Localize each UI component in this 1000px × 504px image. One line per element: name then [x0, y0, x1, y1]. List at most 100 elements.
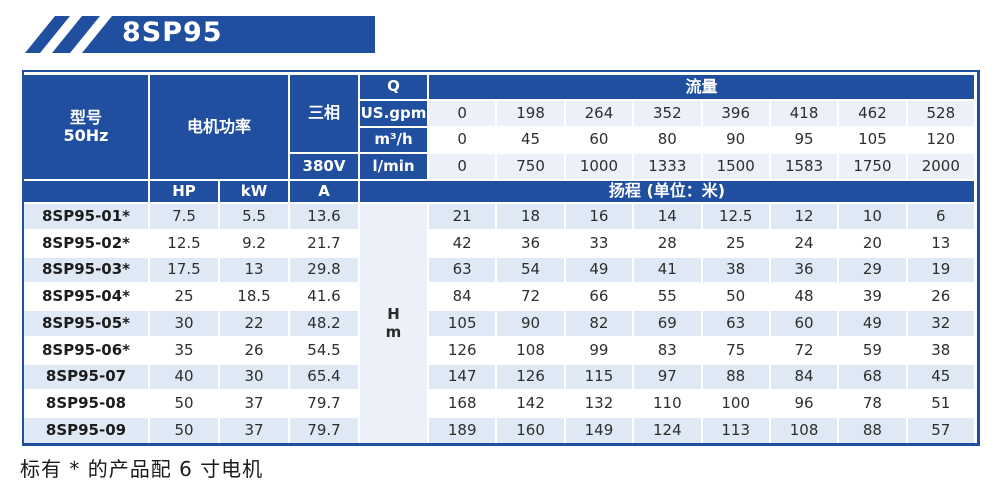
flow-value-cell: 45 [497, 128, 564, 152]
row-model-cell: 8SP95-07 [24, 364, 148, 390]
flow-value-cell: 418 [770, 101, 838, 126]
flow-value-cell: 0 [429, 128, 496, 152]
head-value-cell: 48 [770, 284, 838, 310]
head-value-cell: 82 [565, 311, 633, 336]
head-value-cell: 105 [429, 311, 496, 336]
head-value-cell: 115 [565, 364, 633, 390]
head-value-cell: 57 [907, 418, 974, 443]
head-value-cell: 142 [497, 391, 564, 417]
head-value-cell: 126 [429, 337, 496, 363]
row-model-cell: 8SP95-04* [24, 284, 148, 310]
row-amp-cell: 79.7 [290, 418, 358, 443]
row-kw-cell: 37 [220, 418, 288, 443]
row-kw-cell: 26 [220, 337, 288, 363]
head-value-cell: 72 [770, 337, 838, 363]
flow-value-cell: 198 [497, 101, 564, 126]
row-amp-cell: 41.6 [290, 284, 358, 310]
flow-value-cell: 95 [770, 128, 838, 152]
flow-value-cell: 120 [907, 128, 974, 152]
flow-value-cell: 1583 [770, 154, 838, 179]
flow-value-cell: 264 [565, 101, 633, 126]
head-value-cell: 96 [770, 391, 838, 417]
flow-value-cell: 1750 [839, 154, 906, 179]
head-value-cell: 21 [429, 204, 496, 229]
head-value-cell: 20 [839, 230, 906, 256]
flow-value-cell: 1333 [634, 154, 701, 179]
row-amp-cell: 79.7 [290, 391, 358, 417]
flow-value-cell: 60 [565, 128, 633, 152]
head-value-cell: 42 [429, 230, 496, 256]
head-value-cell: 12.5 [702, 204, 769, 229]
head-value-cell: 49 [839, 311, 906, 336]
head-value-cell: 33 [565, 230, 633, 256]
header-cell-head: 扬程 (单位：米) [360, 181, 974, 202]
header-cell-model: 型号 50Hz [24, 75, 148, 179]
head-value-cell: 168 [429, 391, 496, 417]
row-hp-cell: 17.5 [150, 257, 218, 283]
head-value-cell: 24 [770, 230, 838, 256]
head-value-cell: 32 [907, 311, 974, 336]
head-value-cell: 189 [429, 418, 496, 443]
header-cell-kw: kW [220, 181, 288, 202]
flow-value-cell: 1000 [565, 154, 633, 179]
flow-value-cell: 1500 [702, 154, 769, 179]
head-value-cell: 100 [702, 391, 769, 417]
row-kw-cell: 9.2 [220, 230, 288, 256]
row-amp-cell: 54.5 [290, 337, 358, 363]
head-value-cell: 63 [702, 311, 769, 336]
head-value-cell: 88 [702, 364, 769, 390]
row-amp-cell: 13.6 [290, 204, 358, 229]
head-value-cell: 49 [565, 257, 633, 283]
head-value-cell: 84 [429, 284, 496, 310]
head-value-cell: 39 [839, 284, 906, 310]
row-model-cell: 8SP95-06* [24, 337, 148, 363]
head-value-cell: 66 [565, 284, 633, 310]
head-value-cell: 41 [634, 257, 701, 283]
banner-stripes-graphic [25, 16, 375, 53]
row-amp-cell: 21.7 [290, 230, 358, 256]
head-value-cell: 75 [702, 337, 769, 363]
head-value-cell: 88 [839, 418, 906, 443]
row-hp-cell: 35 [150, 337, 218, 363]
head-value-cell: 78 [839, 391, 906, 417]
header-cell-model-line: 型号 [69, 107, 102, 127]
flow-value-cell: 528 [907, 101, 974, 126]
flow-value-cell: 0 [429, 101, 496, 126]
row-hp-cell: 30 [150, 311, 218, 336]
header-cell-voltage: 380V [290, 154, 358, 179]
row-hp-cell: 40 [150, 364, 218, 390]
row-kw-cell: 5.5 [220, 204, 288, 229]
row-amp-cell: 48.2 [290, 311, 358, 336]
head-value-cell: 10 [839, 204, 906, 229]
header-cell-hp: HP [150, 181, 218, 202]
banner-title: 8SP95 [122, 17, 223, 48]
row-kw-cell: 22 [220, 311, 288, 336]
head-value-cell: 25 [702, 230, 769, 256]
row-model-cell: 8SP95-01* [24, 204, 148, 229]
flow-value-cell: 2000 [907, 154, 974, 179]
head-value-cell: 18 [497, 204, 564, 229]
head-value-cell: 124 [634, 418, 701, 443]
row-model-cell: 8SP95-03* [24, 257, 148, 283]
head-value-cell: 68 [839, 364, 906, 390]
head-value-cell: 28 [634, 230, 701, 256]
head-value-cell: 108 [770, 418, 838, 443]
head-value-cell: 99 [565, 337, 633, 363]
row-model-cell: 8SP95-09 [24, 418, 148, 443]
flow-value-cell: 352 [634, 101, 701, 126]
row-model-cell: 8SP95-05* [24, 311, 148, 336]
head-value-cell: 16 [565, 204, 633, 229]
header-cell-three-phase: 三相 [290, 75, 358, 152]
row-hp-cell: 50 [150, 418, 218, 443]
row-kw-cell: 18.5 [220, 284, 288, 310]
head-value-cell: 84 [770, 364, 838, 390]
row-hp-cell: 12.5 [150, 230, 218, 256]
row-hp-cell: 7.5 [150, 204, 218, 229]
row-kw-cell: 30 [220, 364, 288, 390]
row-amp-cell: 65.4 [290, 364, 358, 390]
head-value-cell: 38 [907, 337, 974, 363]
head-value-cell: 38 [702, 257, 769, 283]
head-value-cell: 90 [497, 311, 564, 336]
